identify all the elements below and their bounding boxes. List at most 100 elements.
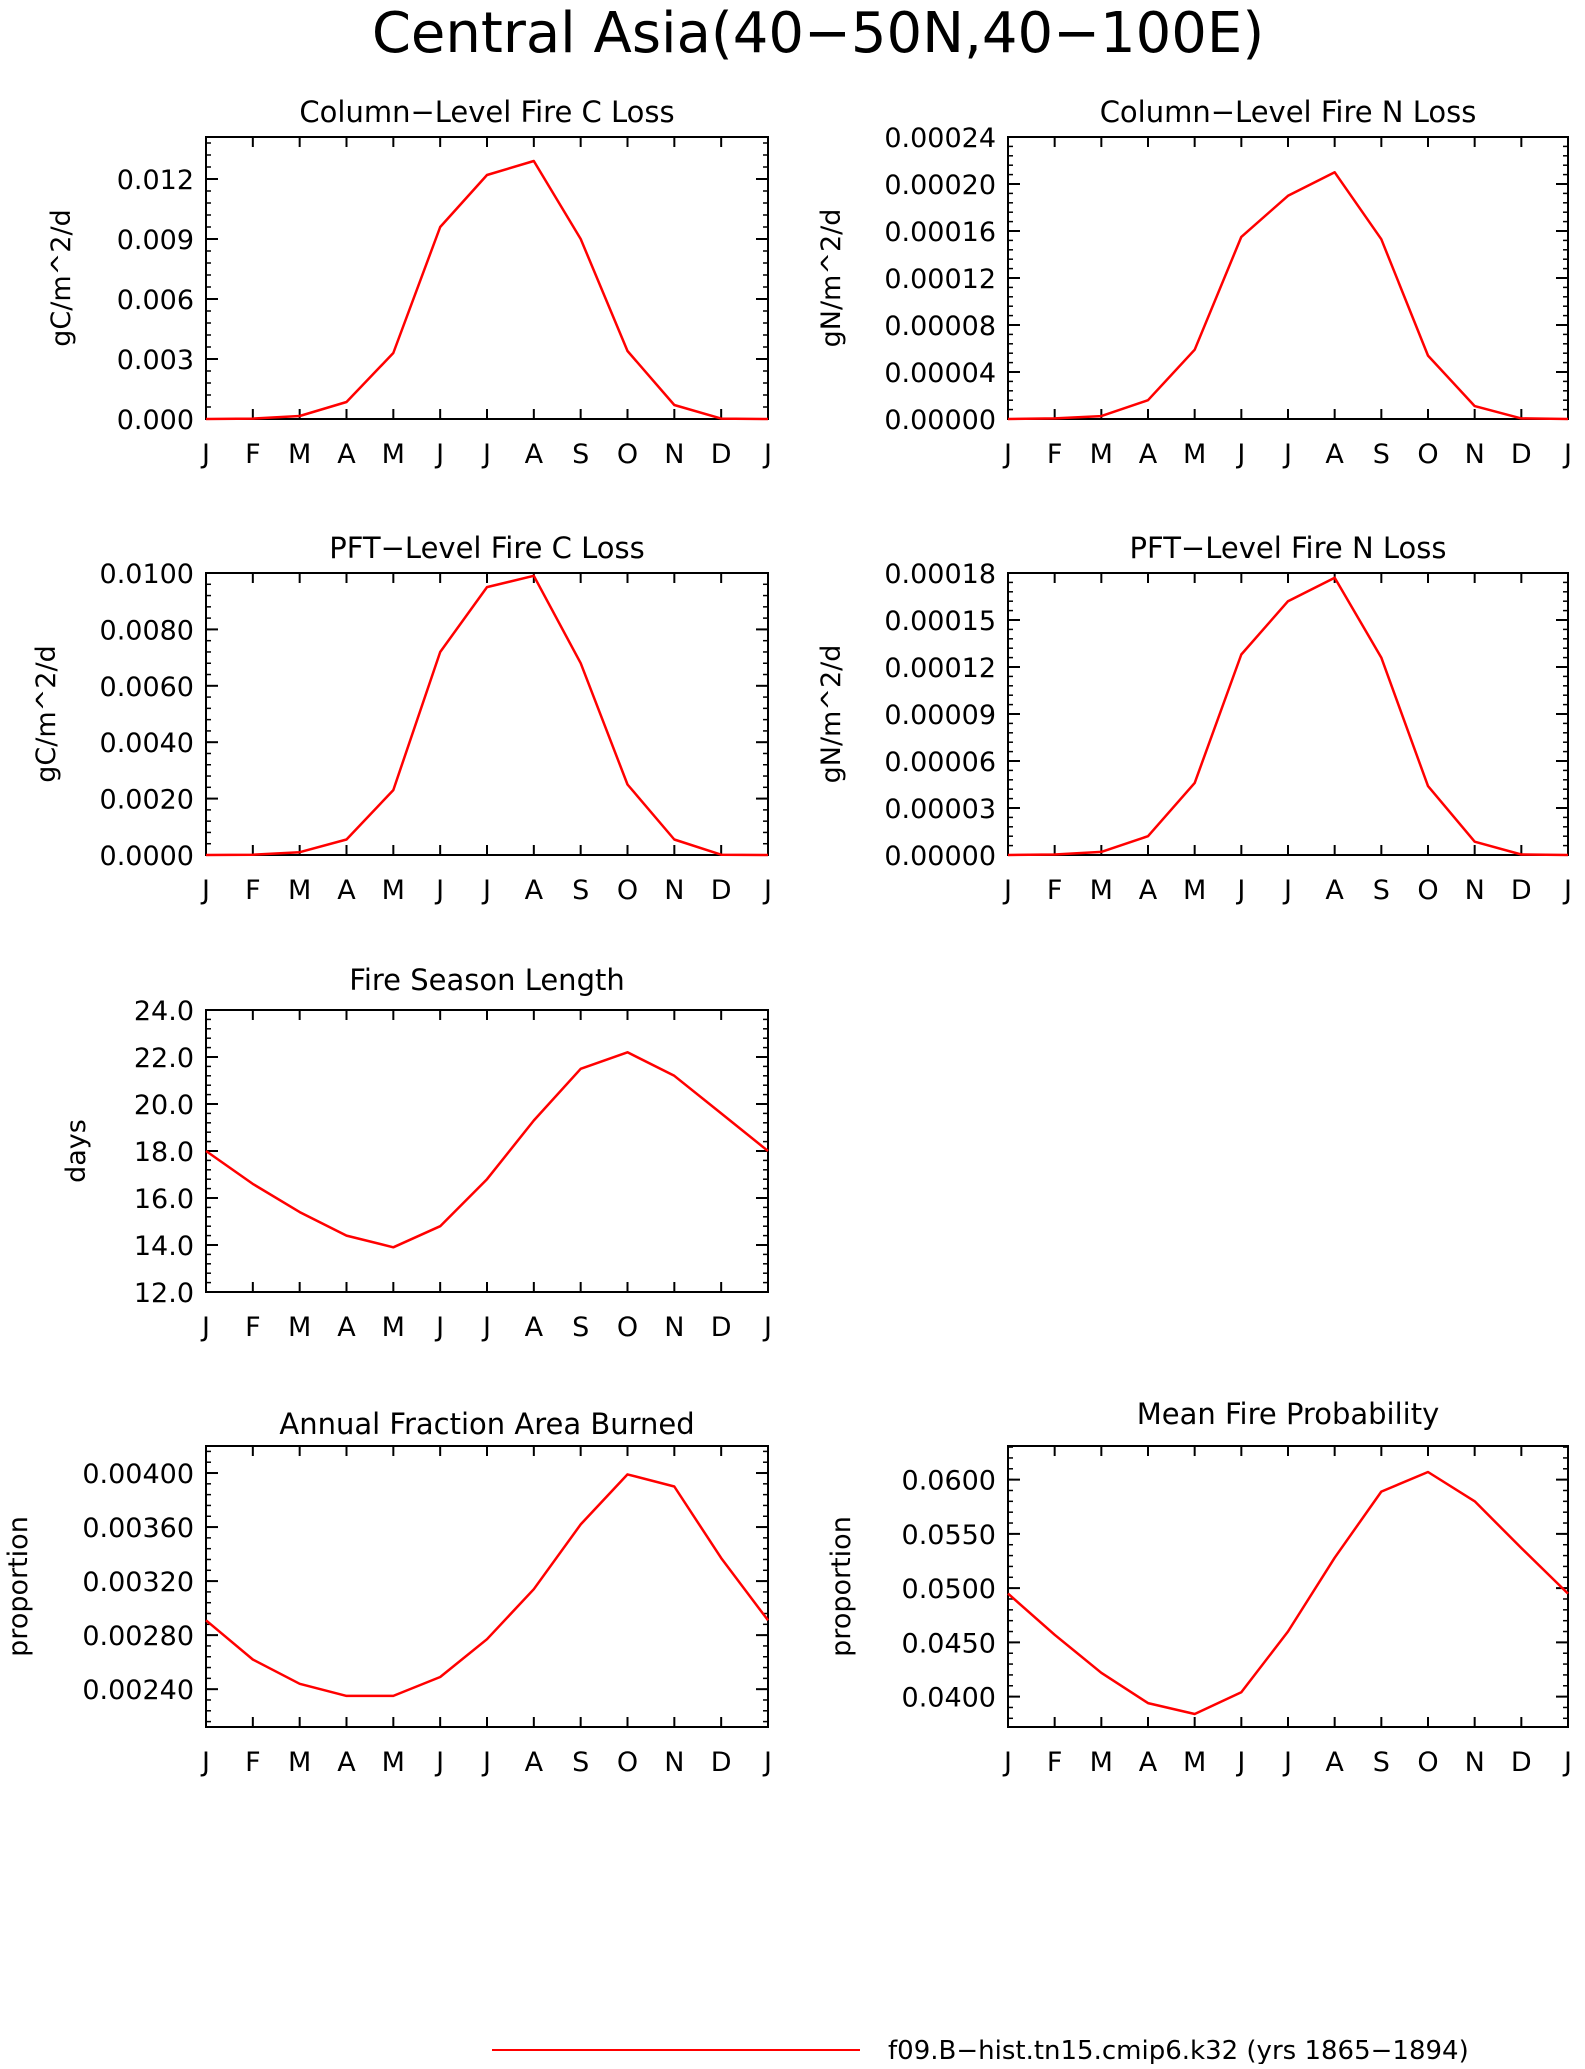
x-tick-label: D [1511, 875, 1532, 906]
panel-title: Fire Season Length [349, 963, 624, 997]
x-tick-label: N [664, 439, 684, 470]
x-tick-label: F [1047, 1747, 1063, 1778]
y-tick-label: 20.0 [134, 1090, 194, 1121]
y-axis-label: proportion [3, 1516, 34, 1657]
y-tick-label: 22.0 [134, 1043, 194, 1074]
x-tick-label: J [762, 875, 772, 906]
x-tick-label: J [434, 1312, 444, 1343]
x-tick-label: S [572, 439, 589, 470]
y-tick-label: 16.0 [134, 1184, 194, 1215]
x-tick-label: M [288, 1312, 311, 1343]
y-tick-label: 0.012 [117, 165, 194, 196]
x-tick-label: A [1325, 1747, 1344, 1778]
x-tick-label: N [1465, 875, 1485, 906]
y-tick-label: 14.0 [134, 1231, 194, 1262]
x-tick-label: A [337, 875, 356, 906]
x-tick-label: A [525, 439, 544, 470]
y-tick-label: 12.0 [134, 1278, 194, 1309]
y-tick-label: 0.00020 [884, 170, 996, 201]
legend-label: f09.B−hist.tn15.cmip6.k32 (yrs 1865−1894… [888, 2036, 1469, 2064]
x-tick-label: M [382, 875, 405, 906]
figure-title: Central Asia(40−50N,40−100E) [372, 1, 1264, 66]
series-line [205, 574, 769, 857]
y-tick-label: 0.0100 [100, 559, 194, 590]
y-tick-label: 18.0 [134, 1137, 194, 1168]
y-tick-label: 0.00018 [884, 559, 996, 590]
x-tick-label: J [481, 875, 491, 906]
x-tick-label: J [1235, 875, 1245, 906]
y-tick-label: 0.0000 [100, 841, 194, 872]
panel-title: PFT−Level Fire N Loss [1130, 531, 1447, 565]
y-tick-label: 0.00240 [82, 1675, 194, 1706]
x-tick-label: O [617, 875, 638, 906]
x-tick-label: M [382, 439, 405, 470]
x-tick-label: N [664, 875, 684, 906]
x-tick-label: A [337, 1312, 356, 1343]
x-tick-label: J [1002, 439, 1012, 470]
x-tick-label: S [1373, 439, 1390, 470]
series-line [205, 1473, 769, 1698]
x-tick-label: N [664, 1747, 684, 1778]
x-tick-label: M [1183, 875, 1206, 906]
x-tick-label: J [200, 1312, 210, 1343]
series-line [1007, 576, 1569, 857]
x-tick-label: A [525, 875, 544, 906]
panel-title: Column−Level Fire C Loss [299, 95, 674, 129]
y-tick-label: 0.0450 [902, 1628, 996, 1659]
y-axis-label: gN/m^2/d [816, 645, 847, 784]
x-tick-label: J [434, 875, 444, 906]
y-axis-label: gC/m^2/d [46, 209, 77, 346]
x-tick-label: D [711, 875, 732, 906]
x-tick-label: J [1235, 1747, 1245, 1778]
y-tick-label: 24.0 [134, 996, 194, 1027]
x-tick-label: J [1002, 1747, 1012, 1778]
x-tick-label: O [1417, 875, 1438, 906]
x-tick-label: M [1090, 875, 1113, 906]
plot-frame [205, 1009, 769, 1293]
x-tick-label: A [525, 1312, 544, 1343]
x-tick-label: J [1562, 1747, 1572, 1778]
y-tick-label: 0.0550 [902, 1520, 996, 1551]
y-axis-label: gN/m^2/d [816, 209, 847, 348]
x-tick-label: M [382, 1747, 405, 1778]
plot-frame [205, 1445, 769, 1728]
x-tick-label: J [762, 1747, 772, 1778]
x-tick-label: J [200, 439, 210, 470]
series-line [1007, 1470, 1569, 1716]
x-tick-label: S [1373, 875, 1390, 906]
x-tick-label: O [1417, 1747, 1438, 1778]
y-tick-label: 0.0600 [902, 1466, 996, 1497]
x-tick-label: M [1090, 1747, 1113, 1778]
series-line [205, 1051, 769, 1249]
y-tick-label: 0.00004 [884, 358, 996, 389]
x-tick-label: J [200, 875, 210, 906]
x-tick-label: F [245, 1312, 261, 1343]
x-tick-label: O [617, 439, 638, 470]
x-tick-label: A [1139, 439, 1158, 470]
y-tick-label: 0.0080 [100, 615, 194, 646]
x-tick-label: J [481, 1312, 491, 1343]
x-tick-label: F [245, 439, 261, 470]
y-tick-label: 0.00015 [884, 606, 996, 637]
x-tick-label: S [572, 875, 589, 906]
y-tick-label: 0.0040 [100, 728, 194, 759]
y-tick-label: 0.0400 [902, 1683, 996, 1714]
plot-frame [205, 572, 769, 856]
series-line [205, 159, 769, 421]
x-tick-label: A [1139, 875, 1158, 906]
x-tick-label: J [481, 439, 491, 470]
x-tick-label: M [382, 1312, 405, 1343]
x-tick-label: F [1047, 439, 1063, 470]
x-tick-label: N [1465, 439, 1485, 470]
x-tick-label: D [1511, 1747, 1532, 1778]
y-tick-label: 0.00016 [884, 217, 996, 248]
x-tick-label: S [572, 1312, 589, 1343]
panel-title: PFT−Level Fire C Loss [329, 531, 645, 565]
y-tick-label: 0.00012 [884, 264, 996, 295]
x-tick-label: A [337, 439, 356, 470]
x-tick-label: J [1562, 439, 1572, 470]
y-axis-label: proportion [826, 1516, 857, 1657]
